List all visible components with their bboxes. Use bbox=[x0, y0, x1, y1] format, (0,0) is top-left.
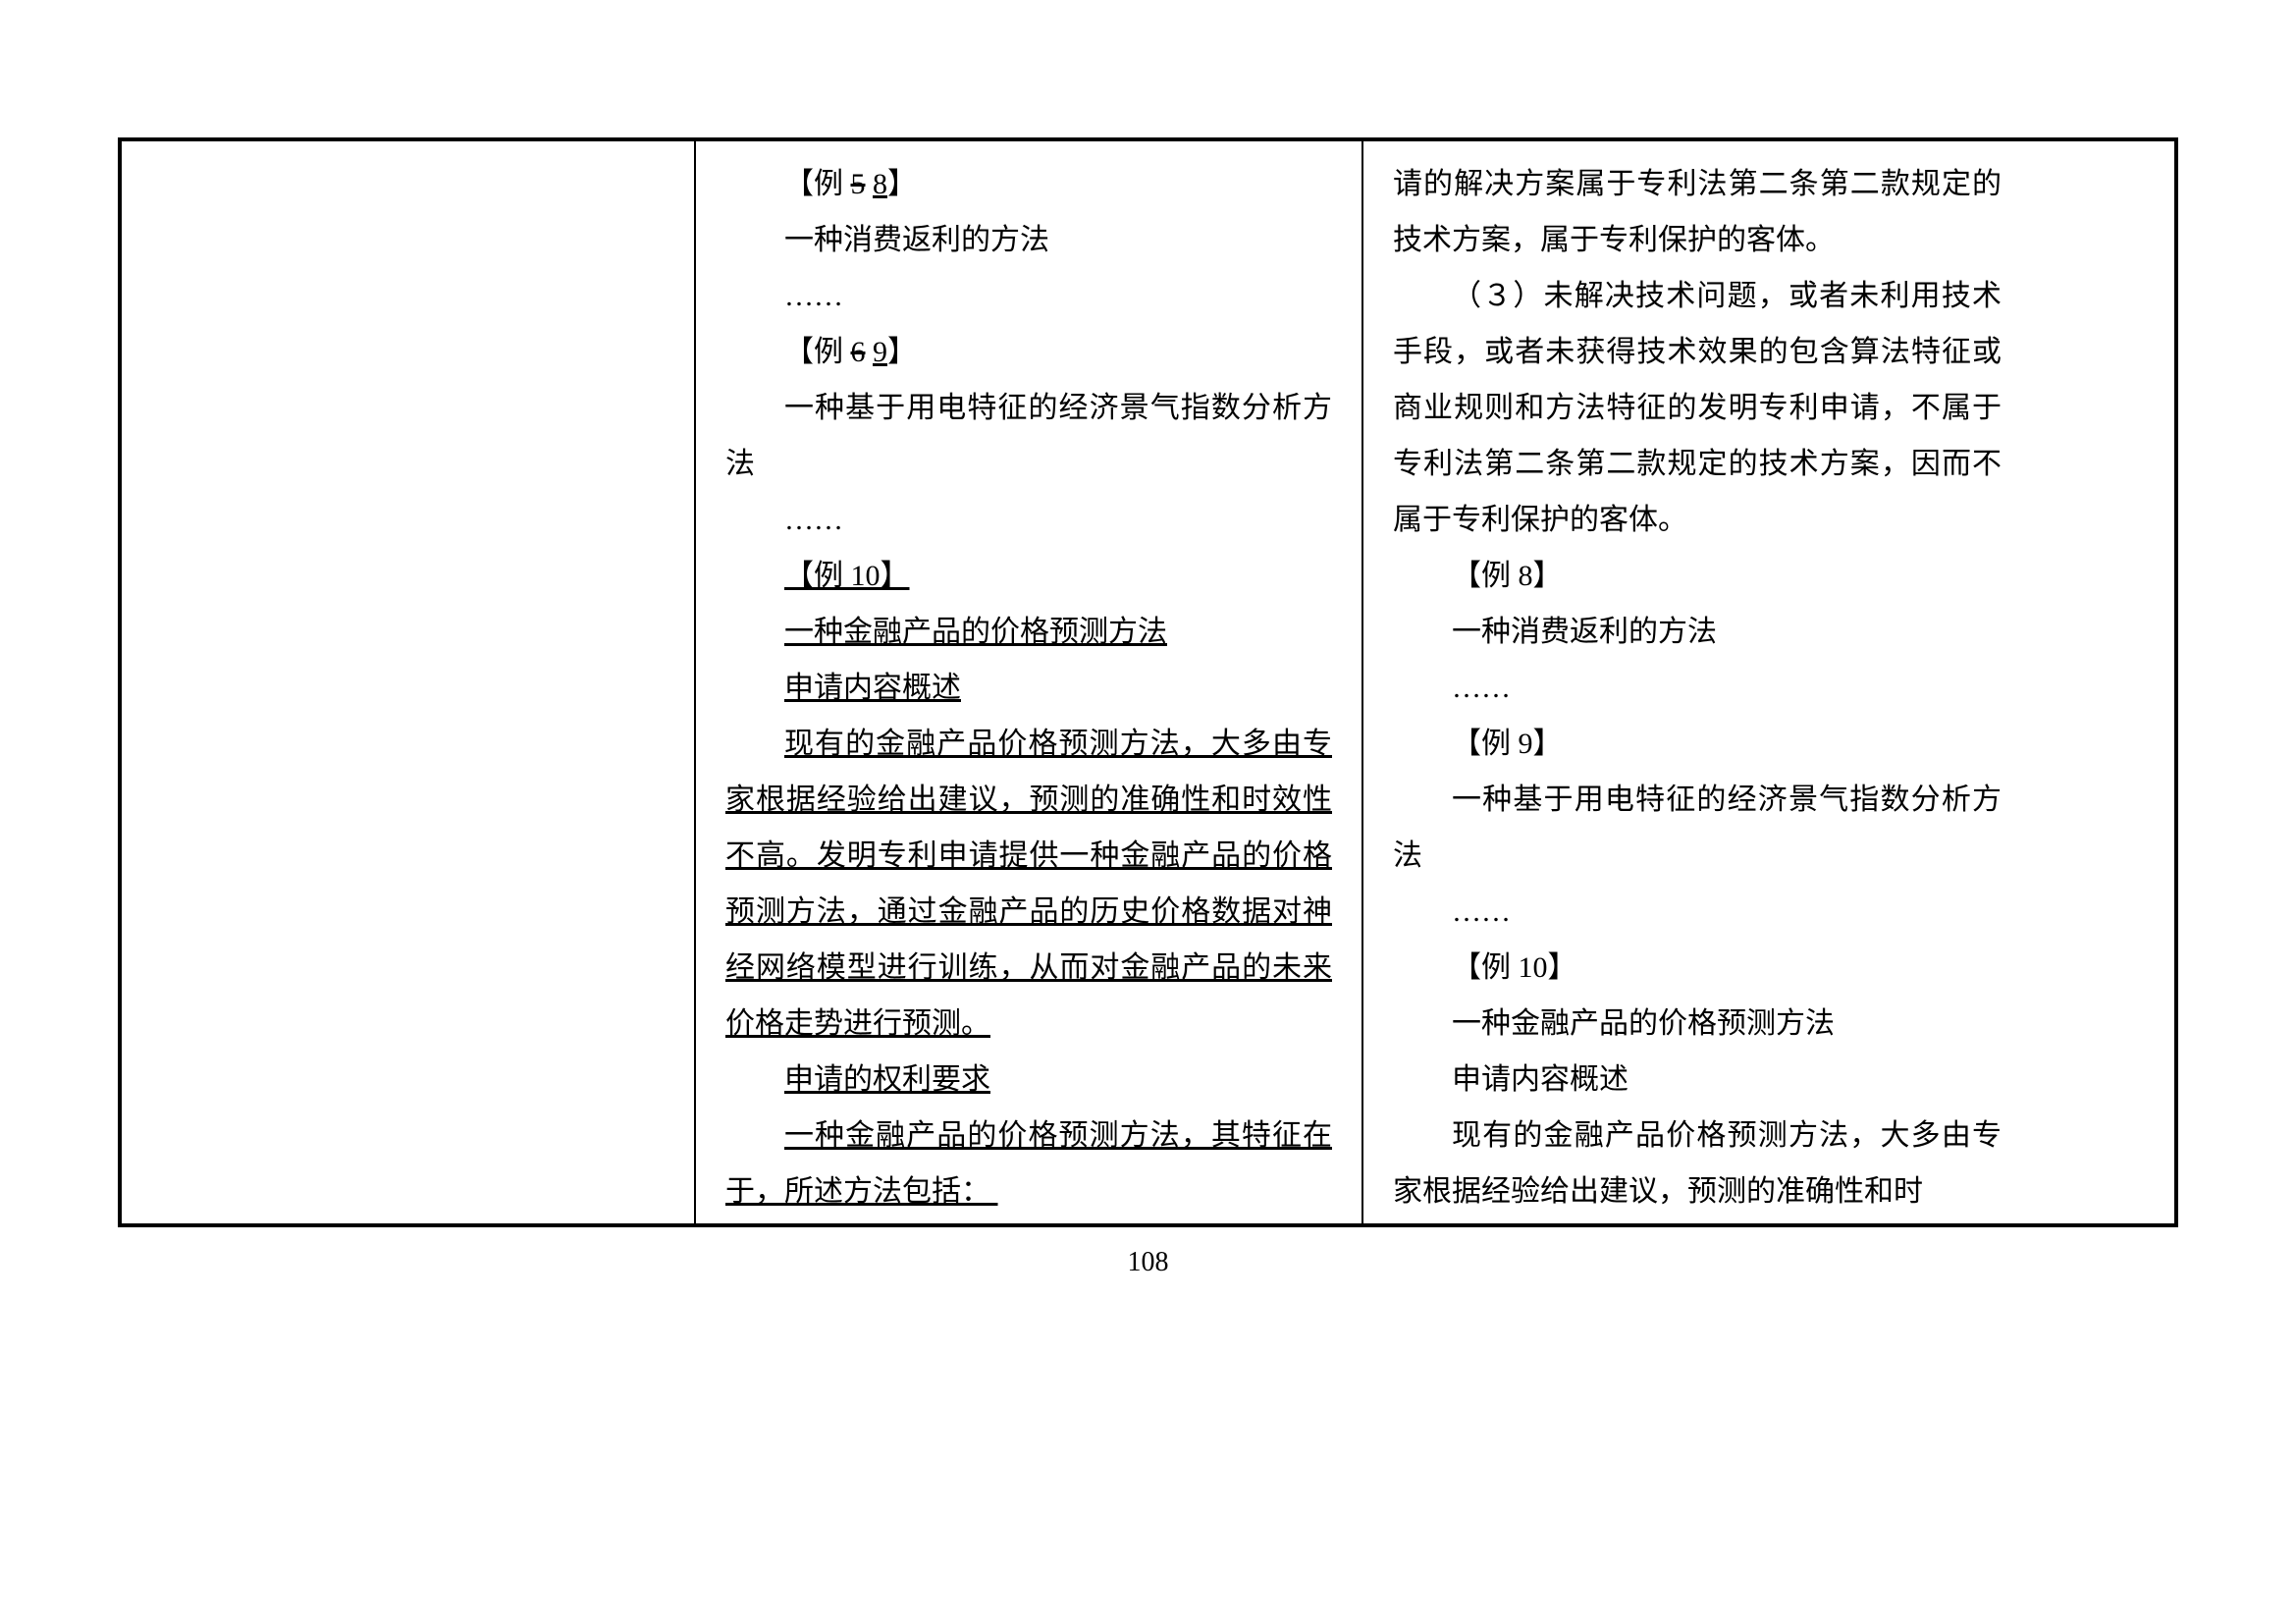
paragraph: 申请内容概述 bbox=[725, 660, 1332, 716]
ellipsis: …… bbox=[1393, 660, 2002, 716]
example-heading: 【例 8】 bbox=[1393, 548, 2002, 604]
paragraph: 请的解决方案属于专利法第二条第二款规定的技术方案，属于专利保护的客体。 bbox=[1393, 156, 2002, 268]
page-number: 108 bbox=[0, 1247, 2296, 1278]
ellipsis: …… bbox=[725, 268, 1332, 324]
text bbox=[866, 336, 874, 368]
content-table: 【例 5 8】 一种消费返利的方法 …… 【例 6 9】 一种基于用电特征的经济… bbox=[118, 137, 2178, 1227]
text bbox=[866, 168, 874, 200]
example-heading: 【例 10】 bbox=[1393, 940, 2002, 996]
underlined-text: 一种金融产品的价格预测方法，其特征在于，所述方法包括： bbox=[725, 1119, 1332, 1208]
paragraph: （３）未解决技术问题，或者未利用技术手段，或者未获得技术效果的包含算法特征或商业… bbox=[1393, 268, 2002, 548]
text: 】 bbox=[887, 168, 917, 200]
underlined-text: 一种金融产品的价格预测方法 bbox=[784, 616, 1167, 648]
example-heading: 【例 6 9】 bbox=[725, 324, 1332, 380]
paragraph: 申请内容概述 bbox=[1393, 1052, 2002, 1108]
text: 【例 bbox=[784, 168, 851, 200]
paragraph: 一种基于用电特征的经济景气指数分析方法 bbox=[725, 380, 1332, 492]
example-heading: 【例 10】 bbox=[725, 548, 1332, 604]
underlined-text: 9 bbox=[873, 336, 887, 368]
underlined-text: 申请内容概述 bbox=[784, 672, 961, 704]
paragraph: 一种消费返利的方法 bbox=[1393, 604, 2002, 660]
ellipsis: …… bbox=[1393, 884, 2002, 940]
example-heading: 【例 5 8】 bbox=[725, 156, 1332, 212]
paragraph: 一种消费返利的方法 bbox=[725, 212, 1332, 268]
underlined-text: 【例 10】 bbox=[784, 560, 910, 592]
underlined-text: 申请的权利要求 bbox=[784, 1063, 990, 1096]
example-heading: 【例 9】 bbox=[1393, 716, 2002, 772]
paragraph: 一种金融产品的价格预测方法，其特征在于，所述方法包括： bbox=[725, 1108, 1332, 1219]
paragraph: 一种金融产品的价格预测方法 bbox=[1393, 996, 2002, 1052]
column-2: 【例 5 8】 一种消费返利的方法 …… 【例 6 9】 一种基于用电特征的经济… bbox=[696, 141, 1363, 1223]
paragraph: 现有的金融产品价格预测方法，大多由专家根据经验给出建议，预测的准确性和时效性不高… bbox=[725, 716, 1332, 1052]
struck-text: 5 bbox=[851, 168, 866, 200]
underlined-text: 现有的金融产品价格预测方法，大多由专家根据经验给出建议，预测的准确性和时效性不高… bbox=[725, 728, 1332, 1040]
paragraph: 一种基于用电特征的经济景气指数分析方法 bbox=[1393, 772, 2002, 884]
column-1 bbox=[122, 141, 696, 1223]
text: 【例 bbox=[784, 336, 851, 368]
paragraph: 现有的金融产品价格预测方法，大多由专家根据经验给出建议，预测的准确性和时 bbox=[1393, 1108, 2002, 1219]
paragraph: 一种金融产品的价格预测方法 bbox=[725, 604, 1332, 660]
paragraph: 申请的权利要求 bbox=[725, 1052, 1332, 1108]
page: 【例 5 8】 一种消费返利的方法 …… 【例 6 9】 一种基于用电特征的经济… bbox=[0, 0, 2296, 1623]
struck-text: 6 bbox=[851, 336, 866, 368]
text: 】 bbox=[887, 336, 917, 368]
text: 一种基于用电特征的经济景气指数分析方法 bbox=[725, 392, 1332, 480]
ellipsis: …… bbox=[725, 492, 1332, 548]
underlined-text: 8 bbox=[873, 168, 887, 200]
column-3: 请的解决方案属于专利法第二条第二款规定的技术方案，属于专利保护的客体。 （３）未… bbox=[1363, 141, 2031, 1223]
